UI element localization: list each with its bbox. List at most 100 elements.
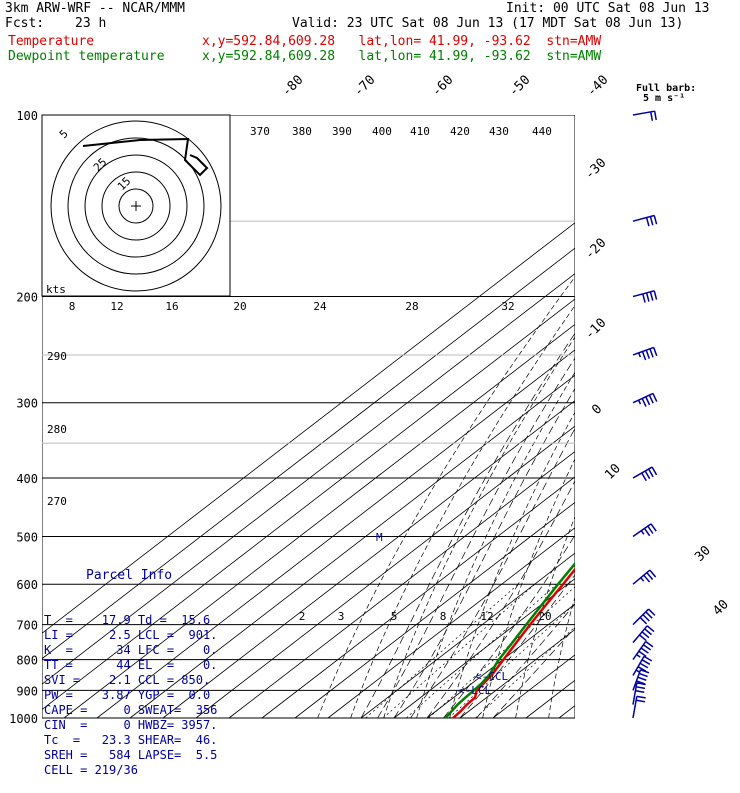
theta-label: 290	[47, 350, 67, 363]
wind-barb-feather	[647, 293, 649, 302]
wind-barb-feather	[646, 350, 649, 358]
wind-barb-feather	[636, 700, 645, 702]
wind-barb	[633, 291, 657, 303]
mixing-ratio-line	[406, 584, 556, 718]
mixing-ratio-label: 12	[480, 610, 493, 623]
wind-barb-feather	[643, 615, 649, 621]
barb-legend-value: 5 m s⁻¹	[643, 94, 685, 104]
wind-barb-staff	[633, 656, 644, 675]
isotherm-label: -70	[351, 73, 378, 100]
mixing-ratio-label: 5	[391, 610, 398, 623]
wind-barb-half-feather	[637, 655, 641, 658]
mixing-ratio-label: 3	[338, 610, 345, 623]
wind-barb-feather	[655, 111, 657, 120]
isotherm-label: 10	[602, 461, 624, 483]
hodograph-axis-label: 28	[405, 300, 418, 313]
mixing-ratio-label: 2	[299, 610, 306, 623]
wind-barb-feather	[639, 651, 646, 656]
wind-barb-feather	[650, 217, 652, 226]
theta-label: 430	[489, 125, 509, 138]
wind-barb-feather	[644, 656, 652, 661]
wind-barb	[633, 111, 656, 121]
isotherm-label: -80	[279, 73, 306, 100]
wind-barb-staff	[633, 467, 652, 478]
wind-barb-feather	[649, 609, 655, 615]
isotherm-label: -10	[582, 316, 609, 343]
wind-barb-half-feather	[641, 578, 644, 581]
parcel-row: LI = 2.5 LCL = 901.	[44, 628, 217, 643]
wind-barb-feather	[651, 112, 653, 121]
mixing-ratio-label: 8	[440, 610, 447, 623]
wind-barb-feather	[643, 294, 645, 303]
theta-label: 440	[532, 125, 552, 138]
theta-label: 280	[47, 423, 67, 436]
wind-barb-feather	[654, 215, 656, 224]
wind-barb-feather	[638, 677, 646, 680]
wind-barb-feather	[644, 575, 650, 582]
isotherm-line	[427, 115, 740, 718]
isotherm-label: -50	[506, 73, 533, 100]
isotherm-label: -30	[582, 156, 609, 183]
mixing-ratio-line	[476, 584, 622, 718]
wind-barb-feather	[640, 617, 646, 623]
pressure-tick-label: 200	[16, 291, 38, 305]
isotherm-label: 0	[589, 402, 605, 418]
wind-barb-feather	[653, 393, 657, 401]
moist-adiabat-line	[427, 297, 677, 719]
wind-barb-feather	[651, 524, 656, 531]
parcel-row: SVI = 2.1 CCL = 850.	[44, 673, 217, 688]
wind-barb-feather	[635, 691, 644, 693]
hodograph-axis-label: 16	[165, 300, 178, 313]
wind-barb	[633, 570, 656, 584]
annotation-label: M	[376, 531, 383, 544]
pressure-tick-label: 800	[16, 654, 38, 668]
hodograph-axis-label: 32	[501, 300, 514, 313]
wind-barb-feather	[643, 645, 650, 650]
parcel-info-title: Parcel Info	[86, 568, 217, 583]
wind-barbs	[633, 111, 657, 718]
annotation-label: <-CCL	[475, 670, 508, 683]
parcel-row: Tc = 23.3 SHEAR= 46.	[44, 733, 217, 748]
isotherm-label: -20	[582, 236, 609, 263]
wind-barb-staff	[633, 570, 650, 584]
isotherm-line	[295, 115, 740, 718]
wind-barb-half-feather	[636, 670, 640, 672]
mixing-ratio-label: 20	[538, 610, 551, 623]
dry-adiabat-line	[681, 115, 740, 718]
hodograph-axis-label: 8	[69, 300, 76, 313]
wind-barb	[633, 626, 654, 643]
moist-adiabat-line	[411, 297, 654, 719]
hodograph-unit-label: kts	[46, 283, 66, 296]
wind-barb-feather	[642, 398, 646, 406]
wind-barb-feather	[642, 473, 647, 481]
dry-adiabat-line	[450, 115, 740, 718]
wind-barb-feather	[646, 642, 653, 647]
isotherm-line	[361, 115, 740, 718]
wind-barb-feather	[649, 469, 654, 477]
wind-barb-feather	[649, 395, 653, 403]
pressure-tick-label: 1000	[9, 712, 38, 726]
temperature-profile	[453, 115, 740, 718]
dry-adiabat-line	[351, 115, 720, 718]
dry-adiabat-line	[417, 115, 740, 718]
mixing-ratio-line	[429, 584, 578, 718]
wind-barb-feather	[654, 291, 656, 300]
theta-label: 410	[410, 125, 430, 138]
wind-barb-half-feather	[639, 353, 641, 357]
dry-adiabat-line	[713, 115, 740, 718]
isotherm-line	[163, 115, 740, 718]
pressure-tick-label: 700	[16, 619, 38, 633]
parcel-row: TT = 44 EL = 0.	[44, 658, 217, 673]
wind-barb	[633, 609, 655, 625]
wind-barb	[633, 696, 646, 718]
parcel-row: CIN = 0 HWBZ= 3957.	[44, 718, 217, 733]
wind-barb-feather	[642, 632, 649, 638]
isotherm-line	[526, 115, 740, 718]
wind-barb-feather	[645, 471, 650, 479]
hodograph-axis-label: 24	[313, 300, 327, 313]
wind-barb	[633, 347, 657, 360]
wind-barb-feather	[650, 349, 653, 357]
isotherm-label: -60	[429, 73, 456, 100]
parcel-row: SREH = 584 LAPSE= 5.5	[44, 748, 217, 763]
